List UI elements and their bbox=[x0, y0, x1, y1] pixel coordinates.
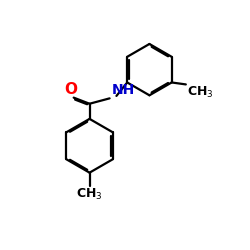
Text: CH$_3$: CH$_3$ bbox=[187, 86, 214, 100]
Text: NH: NH bbox=[111, 84, 134, 98]
Text: CH$_3$: CH$_3$ bbox=[76, 187, 103, 202]
Text: O: O bbox=[64, 82, 77, 97]
